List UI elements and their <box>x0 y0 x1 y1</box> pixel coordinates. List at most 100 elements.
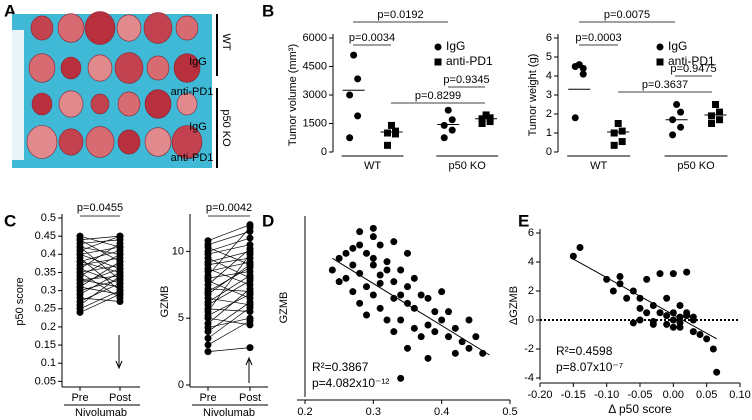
marker <box>346 134 354 142</box>
marker <box>76 308 84 316</box>
marker <box>486 114 494 122</box>
marker <box>342 249 350 257</box>
marker <box>383 258 391 266</box>
y-tick-label: 5 <box>178 312 184 324</box>
marker <box>703 335 711 343</box>
x-axis-label: Δ p50 score <box>608 402 672 416</box>
tumor <box>143 12 173 44</box>
marker <box>649 317 657 325</box>
legend-label: anti-PD1 <box>668 54 715 68</box>
pair-line <box>79 253 121 277</box>
marker <box>656 43 664 51</box>
marker <box>376 279 384 287</box>
marker <box>709 345 717 353</box>
marker <box>440 134 448 142</box>
panel-label: D <box>262 211 274 230</box>
annotation: p=0.0075 <box>604 9 650 21</box>
marker <box>669 316 677 324</box>
y-tick-label: 0.5 <box>41 212 56 224</box>
marker <box>204 341 212 349</box>
y-tick-label: 6 <box>546 32 552 44</box>
marker <box>716 116 724 124</box>
marker <box>356 299 364 307</box>
marker <box>623 294 631 302</box>
pair-line <box>207 231 251 246</box>
marker <box>636 304 644 312</box>
annotation: p=4.082x10⁻¹² <box>312 376 389 390</box>
annotation: p=0.3637 <box>642 79 688 91</box>
marker <box>376 304 384 312</box>
pair-line <box>207 347 251 352</box>
marker <box>356 241 364 249</box>
y-tick-label: 2 <box>528 285 534 297</box>
marker <box>116 290 124 298</box>
pair-line <box>79 239 121 244</box>
y-axis-label: ΔGZMB <box>508 286 520 325</box>
pair-line <box>207 307 251 339</box>
pair-line <box>207 247 251 266</box>
panel-label: B <box>262 1 274 20</box>
marker <box>328 266 336 274</box>
marker <box>618 138 626 146</box>
marker <box>431 328 439 336</box>
marker <box>663 312 671 320</box>
marker <box>246 245 254 253</box>
marker <box>204 314 212 322</box>
marker <box>116 258 124 266</box>
y-tick-label: 10 <box>172 245 184 257</box>
marker <box>448 126 456 134</box>
tumor <box>114 52 144 84</box>
x-tick-label: 0.10 <box>729 389 750 401</box>
marker <box>677 123 685 131</box>
y-tick-label: 0.2 <box>41 321 56 333</box>
marker <box>356 228 364 236</box>
pair-line <box>207 237 251 252</box>
y-tick-label: 0.3 <box>41 285 56 297</box>
photo-label: IgG <box>189 121 207 133</box>
y-tick-label: 5 <box>546 51 552 63</box>
pair-line <box>79 275 121 306</box>
marker <box>369 261 377 269</box>
tumor <box>58 128 84 156</box>
marker <box>649 302 657 309</box>
marker <box>576 244 584 251</box>
marker <box>482 111 490 119</box>
marker <box>669 131 677 139</box>
marker <box>669 309 677 317</box>
pair-line <box>207 268 251 286</box>
marker <box>610 129 618 137</box>
pair-line <box>79 268 121 284</box>
x-tick-label: WT <box>364 160 381 172</box>
pair-line <box>207 257 251 279</box>
x-tick-label: Post <box>239 392 261 404</box>
marker <box>579 70 587 78</box>
x-tick-label: 0.05 <box>696 389 717 401</box>
pair-line <box>79 243 121 270</box>
marker <box>390 294 398 302</box>
photo-label: p50 KO <box>220 109 232 147</box>
marker <box>669 323 677 331</box>
tumor <box>173 53 201 83</box>
marker <box>451 324 459 332</box>
y-tick-label: 4 <box>546 70 552 82</box>
marker <box>356 269 364 277</box>
marker <box>376 271 384 279</box>
pair-line <box>79 261 121 288</box>
annotation: R²=0.3867 <box>312 360 369 374</box>
marker <box>246 234 254 242</box>
pair-line <box>79 293 121 313</box>
tumor <box>57 13 85 43</box>
marker <box>616 273 624 280</box>
pair-line <box>79 235 121 252</box>
marker <box>676 302 684 309</box>
marker <box>116 279 124 287</box>
x-tick-label: 0.5 <box>502 406 517 418</box>
marker <box>383 316 391 324</box>
marker <box>571 63 579 70</box>
annotation: R²=0.4598 <box>556 344 613 358</box>
pair-line <box>79 246 121 255</box>
pair-line <box>207 293 251 316</box>
pair-line <box>79 290 121 310</box>
y-tick-label: 0 <box>528 314 534 326</box>
x-tick-label: -0.15 <box>561 389 586 401</box>
